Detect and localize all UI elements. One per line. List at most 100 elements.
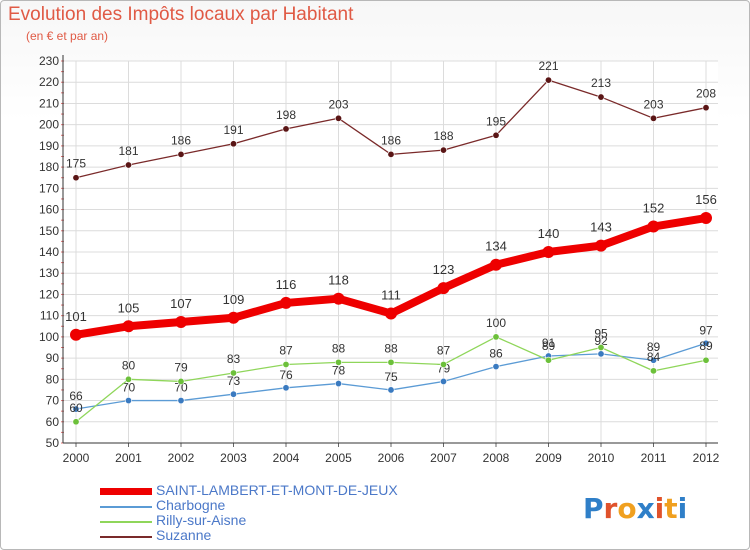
y-tick-label: 150	[39, 224, 59, 238]
y-tick-label: 120	[39, 287, 59, 301]
logo-letter: o	[617, 492, 637, 525]
data-point	[492, 363, 500, 371]
x-tick-label: 2000	[63, 451, 90, 465]
data-label: 107	[170, 296, 192, 311]
data-label: 76	[279, 368, 293, 382]
data-label: 79	[174, 360, 188, 374]
data-point	[230, 369, 238, 377]
data-label: 203	[328, 97, 348, 111]
data-label: 101	[65, 309, 87, 324]
data-label: 87	[279, 343, 293, 357]
data-point	[125, 375, 133, 383]
data-point	[649, 356, 657, 364]
y-tick-label: 180	[39, 160, 59, 174]
x-tick-label: 2012	[693, 451, 720, 465]
y-tick-label: 50	[46, 436, 60, 450]
x-tick-label: 2003	[220, 451, 247, 465]
data-label: 221	[538, 59, 558, 73]
data-label: 123	[433, 262, 455, 277]
x-tick-label: 2009	[535, 451, 562, 465]
data-point	[125, 397, 133, 405]
data-label: 156	[695, 192, 717, 207]
data-point	[439, 377, 447, 385]
logo-letter: P	[583, 492, 604, 525]
chart-title: Evolution des Impôts locaux par Habitant	[8, 4, 354, 25]
data-label: 70	[122, 381, 136, 395]
data-label: 140	[538, 226, 560, 241]
data-point	[282, 125, 290, 133]
data-label: 70	[174, 381, 188, 395]
legend-swatch	[100, 536, 152, 538]
data-label: 83	[227, 352, 241, 366]
data-point	[647, 220, 660, 233]
data-point	[177, 397, 185, 405]
legend-swatch	[100, 488, 152, 495]
data-point	[230, 390, 238, 398]
data-point	[490, 258, 502, 271]
data-point	[177, 377, 185, 385]
data-label: 118	[328, 273, 349, 288]
legend-label: Rilly-sur-Aisne	[156, 512, 247, 528]
data-point	[332, 292, 345, 305]
x-tick-label: 2010	[588, 451, 615, 465]
data-label: 111	[381, 288, 401, 303]
data-label: 181	[118, 144, 138, 158]
data-point	[282, 360, 290, 368]
data-point	[544, 356, 552, 364]
data-point	[597, 343, 605, 351]
data-point	[72, 418, 80, 426]
legend-swatch	[100, 521, 152, 523]
data-label: 75	[384, 370, 398, 384]
y-tick-label: 200	[39, 118, 59, 132]
data-label: 152	[643, 201, 665, 216]
data-label: 186	[381, 133, 401, 147]
data-point	[175, 316, 187, 329]
data-point	[387, 150, 395, 158]
data-point	[72, 405, 80, 413]
data-label: 105	[118, 300, 140, 315]
data-point	[702, 356, 710, 364]
data-label: 116	[276, 277, 297, 292]
data-label: 208	[696, 87, 716, 101]
data-label: 191	[223, 123, 243, 137]
legend-label: Suzanne	[156, 527, 212, 543]
data-point	[597, 93, 605, 101]
data-label: 66	[69, 389, 83, 403]
data-label: 89	[542, 339, 556, 353]
data-point	[334, 380, 342, 388]
x-tick-label: 2008	[483, 451, 510, 465]
data-point	[439, 360, 447, 368]
legend-label: SAINT-LAMBERT-ET-MONT-DE-JEUX	[156, 482, 398, 498]
data-point	[492, 333, 500, 341]
data-point	[70, 328, 82, 341]
data-label: 143	[590, 220, 612, 235]
x-tick-label: 2004	[273, 451, 300, 465]
logo-letter: i	[654, 492, 665, 525]
data-point	[387, 358, 395, 366]
data-point	[597, 350, 605, 358]
y-tick-label: 130	[39, 266, 59, 280]
data-label: 78	[332, 364, 346, 378]
legend-label: Charbogne	[156, 497, 226, 513]
data-label: 134	[485, 239, 507, 254]
logo-letter: i	[677, 492, 688, 525]
data-point	[702, 339, 710, 347]
data-point	[544, 76, 552, 84]
chart-subtitle: (en € et par an)	[26, 29, 109, 43]
logo-letter: r	[603, 492, 618, 525]
data-label: 60	[69, 401, 83, 415]
x-tick-label: 2001	[115, 451, 142, 465]
data-point	[385, 307, 397, 320]
data-label: 89	[699, 339, 713, 353]
data-label: 88	[384, 341, 398, 355]
x-tick-label: 2005	[325, 451, 352, 465]
y-tick-label: 220	[39, 75, 59, 89]
x-tick-label: 2007	[430, 451, 457, 465]
data-point	[387, 386, 395, 394]
y-tick-label: 210	[39, 96, 59, 110]
data-point	[334, 114, 342, 122]
y-tick-label: 170	[39, 181, 59, 195]
y-tick-label: 160	[39, 203, 59, 217]
data-label: 91	[542, 336, 556, 350]
